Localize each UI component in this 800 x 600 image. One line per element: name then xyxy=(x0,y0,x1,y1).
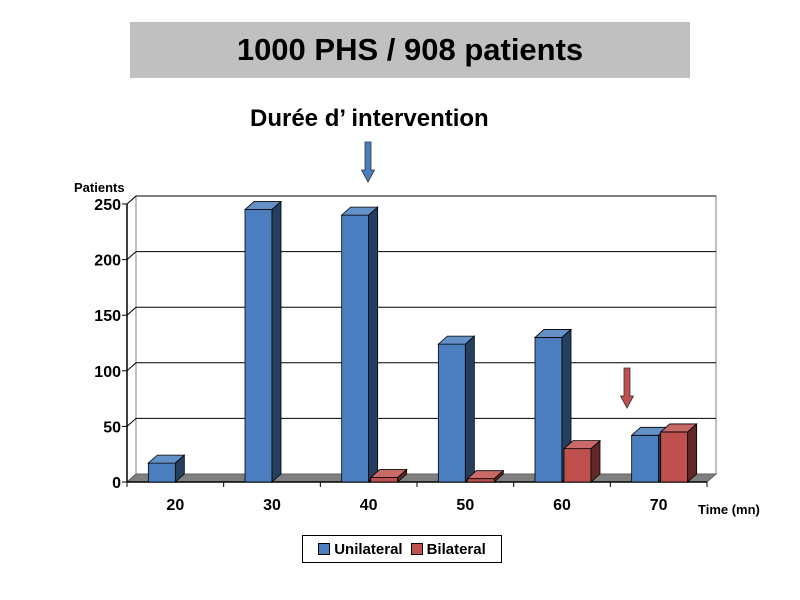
bar-unilateral-side xyxy=(464,335,475,483)
bar-bilateral-side xyxy=(493,469,504,483)
y-tick-label: 100 xyxy=(94,364,121,381)
x-tick-label: 50 xyxy=(456,497,474,514)
bar-bilateral-side xyxy=(397,468,408,483)
annotation-arrow-40-icon xyxy=(360,141,376,183)
gridline-depth xyxy=(126,418,137,427)
x-tick-label: 40 xyxy=(360,497,378,514)
bar-bilateral-front xyxy=(563,448,592,483)
bar-unilateral-front xyxy=(631,434,660,483)
x-tick-label: 60 xyxy=(553,497,571,514)
y-tick-label: 150 xyxy=(94,308,121,325)
x-tick-label: 30 xyxy=(263,497,281,514)
bar-unilateral-side xyxy=(368,206,379,483)
gridline-depth xyxy=(126,251,137,260)
bar-unilateral-side xyxy=(271,200,282,483)
bar-bilateral-front xyxy=(466,478,495,483)
y-tick-label: 200 xyxy=(94,253,121,270)
gridline-depth xyxy=(126,306,137,316)
title-banner: 1000 PHS / 908 patients xyxy=(130,22,690,78)
legend-item-unilateral: Unilateral xyxy=(318,540,403,558)
gridline-depth xyxy=(126,362,137,372)
chart-legend: Unilateral Bilateral xyxy=(302,535,502,563)
chart-subtitle: Durée d’ intervention xyxy=(250,105,489,132)
bar-unilateral-side xyxy=(174,454,185,483)
legend-label-bilateral: Bilateral xyxy=(426,540,486,558)
bar-bilateral-front xyxy=(660,431,689,483)
x-axis-title: Time (mn) xyxy=(698,502,760,517)
annotation-arrow-70-icon xyxy=(619,367,635,409)
x-tick-label: 70 xyxy=(650,497,668,514)
bar-bilateral-front xyxy=(370,477,399,483)
bar-bilateral-side xyxy=(590,439,601,483)
bar-unilateral-front xyxy=(534,337,563,483)
legend-label-unilateral: Unilateral xyxy=(334,540,403,558)
bar-unilateral-front xyxy=(437,343,466,483)
y-tick-label: 250 xyxy=(94,197,121,214)
legend-swatch-unilateral xyxy=(318,543,331,555)
bar-bilateral-side xyxy=(687,423,698,483)
bar-unilateral-front xyxy=(244,209,273,483)
legend-swatch-bilateral xyxy=(410,543,423,555)
gridline-depth xyxy=(126,195,137,205)
plot-side-wall xyxy=(126,194,137,484)
y-axis-title: Patients xyxy=(74,180,125,195)
bar-unilateral-front xyxy=(341,214,370,483)
x-tick-label: 20 xyxy=(166,497,184,514)
plot-back-wall xyxy=(135,195,717,475)
legend-item-bilateral: Bilateral xyxy=(410,540,486,558)
y-tick-label: 50 xyxy=(103,419,121,436)
bar-unilateral-front xyxy=(147,462,176,483)
page-title: 1000 PHS / 908 patients xyxy=(236,32,584,67)
plot-floor xyxy=(125,473,718,483)
y-tick-label: 0 xyxy=(112,475,121,492)
